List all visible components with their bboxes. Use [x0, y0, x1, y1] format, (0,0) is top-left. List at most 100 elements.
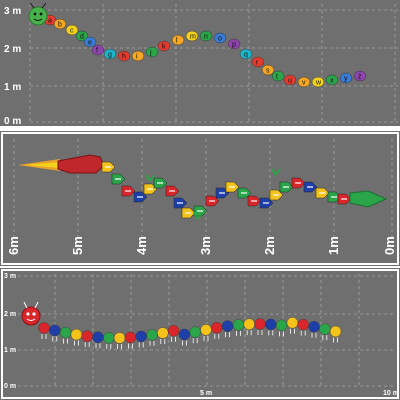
letter-label: b: [58, 22, 62, 29]
y-tick-label: 0 m: [4, 383, 16, 390]
caterpillar-segment: [221, 320, 234, 338]
dragon-body: [101, 161, 352, 220]
y-tick-label: 1 m: [4, 82, 21, 93]
caterpillar-segment: [103, 332, 115, 349]
dot-caterpillar-panel: 3 m 2 m 1 m 0 m 5 m 10 m: [0, 268, 400, 400]
caterpillar-segment: h: [117, 50, 131, 62]
caterpillar-segment: v: [297, 76, 311, 88]
caterpillar-segment: r: [251, 56, 265, 68]
caterpillar-segment: b: [53, 18, 67, 30]
x-tick-label: 6m: [6, 236, 21, 255]
caterpillar-segment: p: [227, 38, 241, 50]
y-tick-label: 0 m: [4, 116, 21, 126]
caterpillar-segment: [38, 322, 50, 339]
caterpillar-segment: c: [65, 24, 79, 36]
letter-label: y: [344, 76, 348, 83]
caterpillar-segment: [189, 326, 201, 344]
caterpillar-segment: [157, 327, 169, 344]
letter-label: t: [276, 74, 278, 81]
caterpillar-segment: [286, 317, 299, 334]
caterpillar-segment: [81, 330, 93, 348]
caterpillar-segment: [254, 318, 266, 336]
caterpillar-segment: l: [171, 34, 185, 46]
dragon-head: [57, 154, 105, 174]
caterpillar-segment: [265, 318, 277, 336]
dot-caterpillar-plan: 3 m 2 m 1 m 0 m 5 m 10 m: [1, 269, 399, 399]
caterpillar-segment: g: [103, 48, 117, 60]
letter-label: s: [266, 68, 270, 75]
caterpillar-segment: u: [283, 74, 297, 86]
letter-label: g: [108, 52, 112, 59]
letter-label: z: [358, 74, 362, 81]
caterpillar-segment: f: [91, 44, 105, 56]
dragon-leg: [193, 212, 203, 220]
letter-label: r: [256, 60, 259, 67]
letter-label: k: [162, 44, 166, 51]
caterpillar-segment: e: [83, 36, 97, 48]
caterpillar-segment: [146, 329, 158, 346]
y-tick-label: 2 m: [4, 44, 21, 55]
caterpillar-segment: [275, 319, 288, 337]
caterpillar-segment: d: [75, 30, 89, 42]
letter-label: e: [88, 40, 92, 47]
letter-label: h: [122, 54, 126, 61]
caterpillar-segment: [308, 321, 320, 338]
caterpillar-segment: [135, 330, 147, 348]
y-tick-label: 1 m: [4, 347, 16, 354]
caterpillar-segment: x: [325, 74, 339, 86]
dragon-plan: 6m 5m 4m 3m 2m 1m 0m: [1, 132, 399, 265]
x-tick-label: 10 m: [383, 390, 399, 397]
x-tick-label: 5m: [70, 236, 85, 255]
fire-breath: [18, 159, 60, 171]
caterpillar-segment: j: [145, 46, 159, 58]
x-tick-label: 4m: [134, 236, 149, 255]
caterpillar-segment: [92, 331, 104, 349]
letter-label: n: [204, 34, 208, 41]
dragon-leg: [145, 174, 155, 182]
letter-label: i: [136, 54, 138, 61]
caterpillar-segment: [59, 326, 72, 344]
letter-label: q: [244, 52, 248, 59]
x-tick-label: 3m: [198, 236, 213, 255]
letter-label: v: [302, 80, 306, 87]
caterpillar-segment: z: [353, 70, 367, 82]
grid: [29, 4, 398, 124]
grid: [13, 139, 393, 239]
caterpillar-body: [38, 317, 342, 349]
caterpillar-segment: m: [185, 30, 199, 42]
caterpillar-segment: [297, 318, 309, 336]
dragon-panel: 6m 5m 4m 3m 2m 1m 0m: [0, 131, 400, 266]
caterpillar-segment: [200, 324, 212, 341]
caterpillar-segment: k: [157, 40, 171, 52]
x-tick-label: 1m: [326, 236, 341, 255]
letter-label: p: [232, 42, 236, 49]
y-tick-label: 3 m: [4, 273, 16, 280]
letter-label: x: [330, 78, 334, 85]
x-tick-label: 0m: [382, 236, 397, 255]
caterpillar-segment: i: [131, 50, 145, 62]
y-tick-label: 2 m: [4, 311, 16, 318]
letter-label: l: [176, 38, 178, 45]
caterpillar-segment: [70, 328, 83, 346]
letter-label: d: [80, 34, 84, 41]
letter-label: m: [190, 34, 196, 41]
caterpillar-segment: [211, 322, 223, 339]
caterpillar-head: [28, 2, 48, 26]
letter-label: o: [218, 36, 222, 43]
letter-label: a: [48, 18, 52, 25]
caterpillar-segment: [124, 331, 137, 349]
caterpillar-segment: n: [199, 30, 213, 42]
letter-label: w: [315, 80, 322, 87]
letter-label: u: [288, 78, 292, 85]
caterpillar-segment: y: [339, 72, 353, 84]
caterpillar-segment: [113, 332, 126, 349]
x-tick-label: 2m: [262, 236, 277, 255]
caterpillar-segment: s: [261, 64, 275, 76]
letter-label: j: [149, 50, 152, 57]
caterpillar-segment: [329, 325, 342, 343]
caterpillar-segment: w: [311, 76, 325, 88]
caterpillar-segment: [49, 324, 61, 342]
letter-label: f: [96, 48, 98, 55]
